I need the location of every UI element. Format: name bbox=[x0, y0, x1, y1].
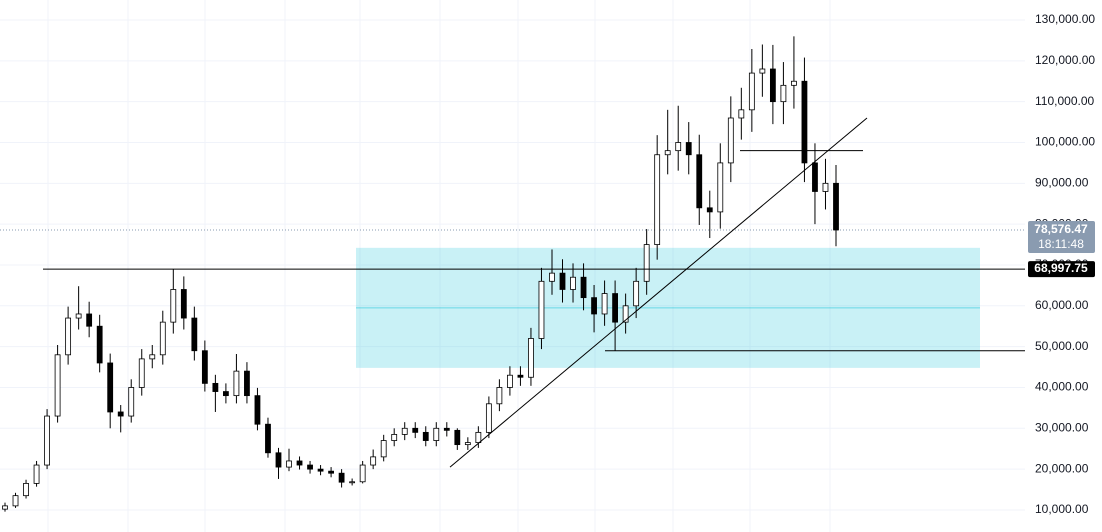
candle-body bbox=[654, 154, 661, 245]
candle-body bbox=[485, 403, 492, 433]
candle-body bbox=[54, 354, 61, 417]
candle-body bbox=[780, 84, 787, 103]
candle-body bbox=[812, 162, 818, 192]
y-tick-label: 100,000.00 bbox=[1035, 135, 1095, 149]
candle-body bbox=[370, 456, 377, 466]
candle-body bbox=[475, 431, 482, 443]
candle-body bbox=[559, 272, 566, 290]
candle-body bbox=[359, 464, 366, 483]
candle-body bbox=[201, 350, 208, 384]
candle-body bbox=[769, 68, 776, 103]
candle-body bbox=[696, 154, 703, 209]
candle-body bbox=[338, 472, 345, 483]
candle-body bbox=[275, 452, 282, 468]
candle-body bbox=[549, 272, 555, 282]
candle-body bbox=[507, 374, 513, 388]
last-price-label: 78,576.47 bbox=[1034, 222, 1088, 236]
candle-body bbox=[117, 411, 124, 417]
candle-body bbox=[633, 280, 640, 307]
candle-body bbox=[443, 427, 450, 431]
candle-body bbox=[222, 391, 229, 397]
candle-body bbox=[380, 440, 387, 458]
candle-body bbox=[212, 382, 219, 392]
candle-body bbox=[801, 80, 808, 164]
candle-body bbox=[422, 431, 429, 441]
candle-body bbox=[685, 142, 692, 156]
y-tick-label: 120,000.00 bbox=[1035, 53, 1095, 67]
candle-body bbox=[412, 427, 419, 433]
y-tick-label: 10,000.00 bbox=[1035, 502, 1089, 516]
candle-body bbox=[75, 313, 82, 319]
candle-body bbox=[317, 468, 324, 472]
candle-body bbox=[233, 370, 240, 397]
y-tick-label: 30,000.00 bbox=[1035, 420, 1089, 434]
candle-body bbox=[612, 293, 619, 323]
candle-body bbox=[180, 289, 187, 319]
candle-body bbox=[159, 321, 166, 356]
candle-body bbox=[307, 464, 313, 470]
trendline bbox=[449, 117, 868, 468]
candle-body bbox=[244, 370, 250, 397]
level-label-box bbox=[1028, 261, 1095, 278]
candle-body bbox=[44, 415, 50, 466]
y-tick-label: 110,000.00 bbox=[1035, 94, 1094, 108]
countdown: 18:11:48 bbox=[1038, 237, 1084, 251]
candle-body bbox=[538, 280, 545, 339]
candle-body bbox=[496, 387, 503, 405]
candle-body bbox=[401, 427, 408, 435]
candle-body bbox=[528, 338, 534, 378]
candle-body bbox=[517, 374, 524, 378]
candle-body bbox=[128, 387, 135, 417]
candle-body bbox=[643, 244, 650, 282]
candle-body bbox=[391, 434, 398, 441]
candle-body bbox=[727, 117, 734, 164]
candle-body bbox=[33, 464, 40, 484]
candle-body bbox=[12, 495, 19, 507]
candle-body bbox=[296, 460, 303, 466]
candle-body bbox=[580, 276, 587, 299]
candle-body bbox=[738, 109, 745, 119]
candle-body bbox=[664, 150, 671, 156]
candle-body bbox=[254, 395, 261, 425]
candle-body bbox=[328, 470, 334, 474]
candle-body bbox=[748, 72, 755, 111]
y-tick-label: 50,000.00 bbox=[1035, 339, 1089, 353]
candle-body bbox=[570, 276, 576, 290]
candle-body bbox=[286, 460, 292, 468]
level-label: 68,997.75 bbox=[1034, 261, 1088, 275]
candle-body bbox=[65, 317, 72, 356]
y-tick-label: 90,000.00 bbox=[1035, 175, 1089, 189]
candle-body bbox=[591, 297, 597, 315]
candle-body bbox=[717, 162, 724, 213]
candle-body bbox=[464, 442, 471, 446]
candle-body bbox=[138, 358, 145, 388]
candle-body bbox=[822, 182, 829, 192]
candle-body bbox=[706, 207, 713, 213]
y-tick-label: 60,000.00 bbox=[1035, 298, 1089, 312]
candle-body bbox=[675, 142, 682, 152]
candle-body bbox=[759, 68, 766, 74]
candle-body bbox=[23, 483, 29, 497]
candle-body bbox=[833, 182, 839, 231]
candle-body bbox=[349, 481, 356, 484]
candle-body bbox=[265, 423, 271, 454]
candle-body bbox=[433, 427, 440, 441]
candle-body bbox=[791, 80, 797, 86]
candle-body bbox=[96, 325, 103, 364]
candle-body bbox=[2, 505, 8, 510]
candle-body bbox=[191, 317, 198, 352]
candle-body bbox=[622, 305, 629, 323]
candle-body bbox=[454, 429, 461, 446]
y-tick-label: 130,000.00 bbox=[1035, 12, 1095, 26]
candle-body bbox=[170, 289, 177, 323]
candle-body bbox=[107, 362, 114, 413]
last-price-box bbox=[1028, 220, 1095, 253]
y-tick-label: 20,000.00 bbox=[1035, 461, 1089, 475]
y-tick-label: 40,000.00 bbox=[1035, 380, 1089, 394]
candle-body bbox=[149, 354, 156, 360]
candle-body bbox=[601, 293, 608, 315]
candle-body bbox=[86, 313, 93, 327]
